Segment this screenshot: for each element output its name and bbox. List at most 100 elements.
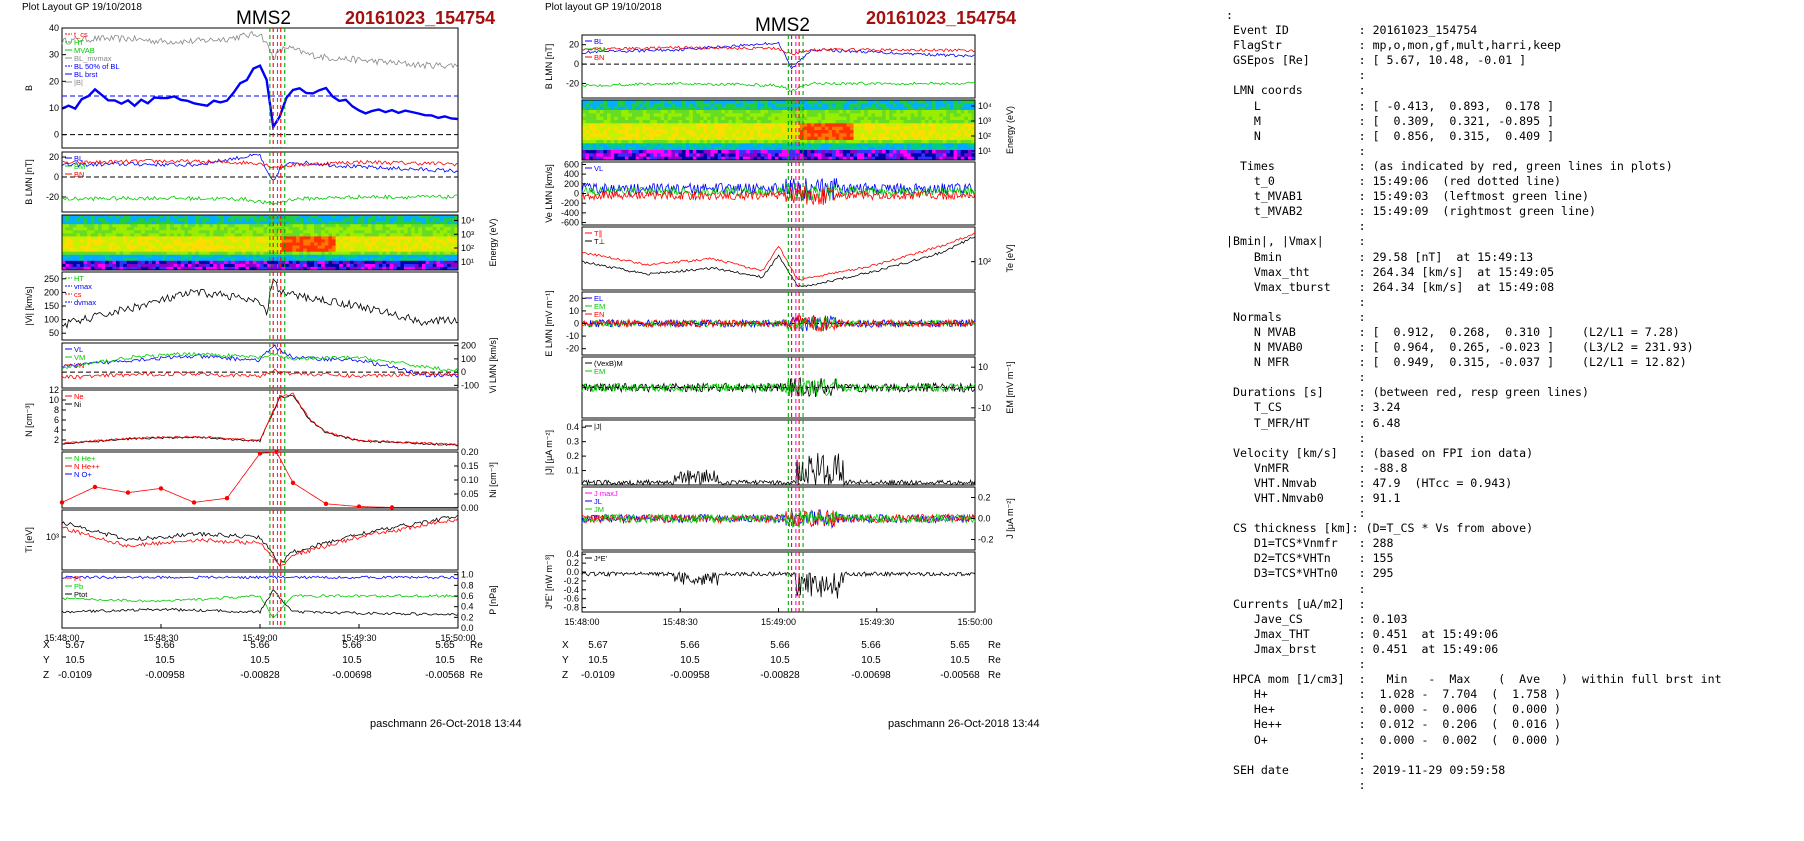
spectrogram-cell [614, 110, 619, 114]
y-tick-label: 0.10 [461, 475, 479, 485]
spectrogram-cell [386, 224, 390, 228]
spectrogram-cell [728, 106, 733, 111]
spectrogram-cell [903, 143, 908, 147]
spectrogram-cell [803, 146, 808, 151]
spectrogram-cell [646, 153, 651, 157]
spectrogram-cell [589, 133, 594, 137]
spectrogram-cell [592, 116, 597, 121]
spectrogram-cell [450, 263, 455, 268]
spectrogram-cell [389, 218, 394, 222]
spectrogram-cell [162, 242, 167, 246]
spectrogram-cell [350, 236, 354, 240]
spectrogram-cell [353, 230, 358, 234]
summary-line: N MVAB : [ 0.912, 0.268, 0.310 ] (L2/L1 … [1226, 324, 1680, 339]
spectrogram-cell [98, 257, 102, 262]
y-tick-label: 0 [574, 189, 579, 199]
spectrogram-cell [639, 156, 644, 161]
spectrogram-cell [148, 248, 153, 253]
spectrogram-cell [910, 100, 915, 104]
spectrogram-cell [853, 103, 858, 107]
spectrogram-cell [724, 110, 729, 114]
spectrogram-cell [292, 263, 297, 268]
spectrogram-cell [946, 143, 951, 147]
spectrogram-cell [238, 218, 243, 222]
spectrogram-cell [785, 133, 790, 137]
spectrogram-cell [332, 221, 336, 225]
spectrogram-cell [710, 140, 715, 144]
spectrogram-cell [839, 103, 844, 107]
spectrogram-cell [710, 146, 715, 151]
spectrogram-cell [749, 130, 754, 134]
spectrogram-cell [177, 221, 182, 225]
spectrogram-cell [436, 233, 441, 237]
spectrogram-cell [710, 143, 715, 147]
spectrogram-cell [238, 254, 243, 259]
spectrogram-cell [148, 236, 153, 240]
spectrogram-cell [249, 251, 254, 256]
spectrogram-cell [657, 100, 661, 104]
summary-line: : [1226, 143, 1366, 158]
spectrogram-cell [632, 140, 636, 144]
spectrogram-cell [231, 260, 236, 265]
spectrogram-cell [231, 248, 236, 253]
spectrogram-cell [227, 233, 232, 237]
spectrogram-cell [828, 150, 833, 154]
spectrogram-cell [112, 224, 117, 228]
spectrogram-cell [960, 140, 965, 144]
spectrogram-cell [928, 113, 933, 117]
spectrogram-cell [198, 218, 203, 222]
spectrogram-cell [263, 224, 268, 228]
summary-line: FlagStr : mp,o,mon,gf,mult,harri,keep [1226, 38, 1562, 53]
spectrogram-cell [742, 106, 747, 111]
spectrogram-cell [418, 251, 423, 256]
spectrogram-cell [824, 126, 829, 131]
spectrogram-cell [610, 100, 615, 104]
spectrogram-cell [234, 245, 239, 250]
spectrogram-cell [389, 257, 394, 262]
spectrogram-cell [332, 257, 336, 262]
spectrogram-cell [62, 242, 66, 246]
spectrogram-cell [335, 257, 340, 262]
y-axis-label: Energy (eV) [1005, 106, 1015, 154]
spectrogram-cell [689, 120, 694, 124]
spectrogram-cell [350, 227, 354, 231]
spectrogram-cell [346, 242, 351, 246]
spectrogram-cell [242, 248, 246, 253]
spectrogram-cell [213, 218, 218, 222]
spectrogram-cell [170, 266, 174, 271]
spectrogram-cell [443, 215, 448, 219]
spectrogram-cell [957, 116, 962, 121]
spectrogram-cell [692, 140, 697, 144]
spectrogram-cell [657, 123, 661, 127]
spectrogram-cell [249, 221, 254, 225]
spectrogram-cell [98, 263, 102, 268]
spectrogram-cell [860, 130, 865, 134]
spectrogram-cell [782, 106, 787, 111]
spectrogram-cell [188, 257, 192, 262]
spectrogram-cell [753, 103, 758, 107]
spectrogram-cell [685, 143, 690, 147]
spectrogram-cell [101, 224, 106, 228]
spectrogram-cell [882, 120, 887, 124]
spectrogram-cell [303, 236, 308, 240]
spectrogram-cell [80, 215, 84, 219]
y-tick-label: -0.2 [563, 576, 579, 586]
spectrogram-cell [328, 221, 333, 225]
spectrogram-cell [860, 106, 865, 111]
spectrogram-cell [450, 233, 455, 237]
series-line-t-perp [61, 517, 459, 567]
spectrogram-cell [657, 130, 661, 134]
spectrogram-cell [685, 150, 690, 154]
spectrogram-cell [953, 156, 958, 161]
y-tick-label: 6 [54, 415, 59, 425]
panel-em: 100-10 EM [mV m⁻¹](VexB)MEM [581, 356, 1015, 419]
spectrogram-cell [411, 236, 416, 240]
y-tick-label: -20 [566, 344, 579, 354]
spectrogram-cell [928, 103, 933, 107]
spectrogram-cell [407, 245, 412, 250]
spectrogram-cell [191, 227, 196, 231]
spectrogram-cell [807, 156, 812, 161]
y-tick-label: 400 [564, 169, 579, 179]
spectrogram-cell [166, 263, 171, 268]
spectrogram-cell [278, 239, 282, 243]
